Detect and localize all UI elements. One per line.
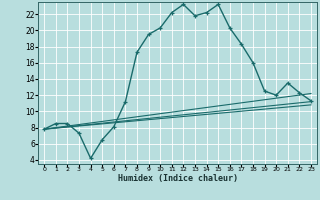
- X-axis label: Humidex (Indice chaleur): Humidex (Indice chaleur): [118, 174, 238, 183]
